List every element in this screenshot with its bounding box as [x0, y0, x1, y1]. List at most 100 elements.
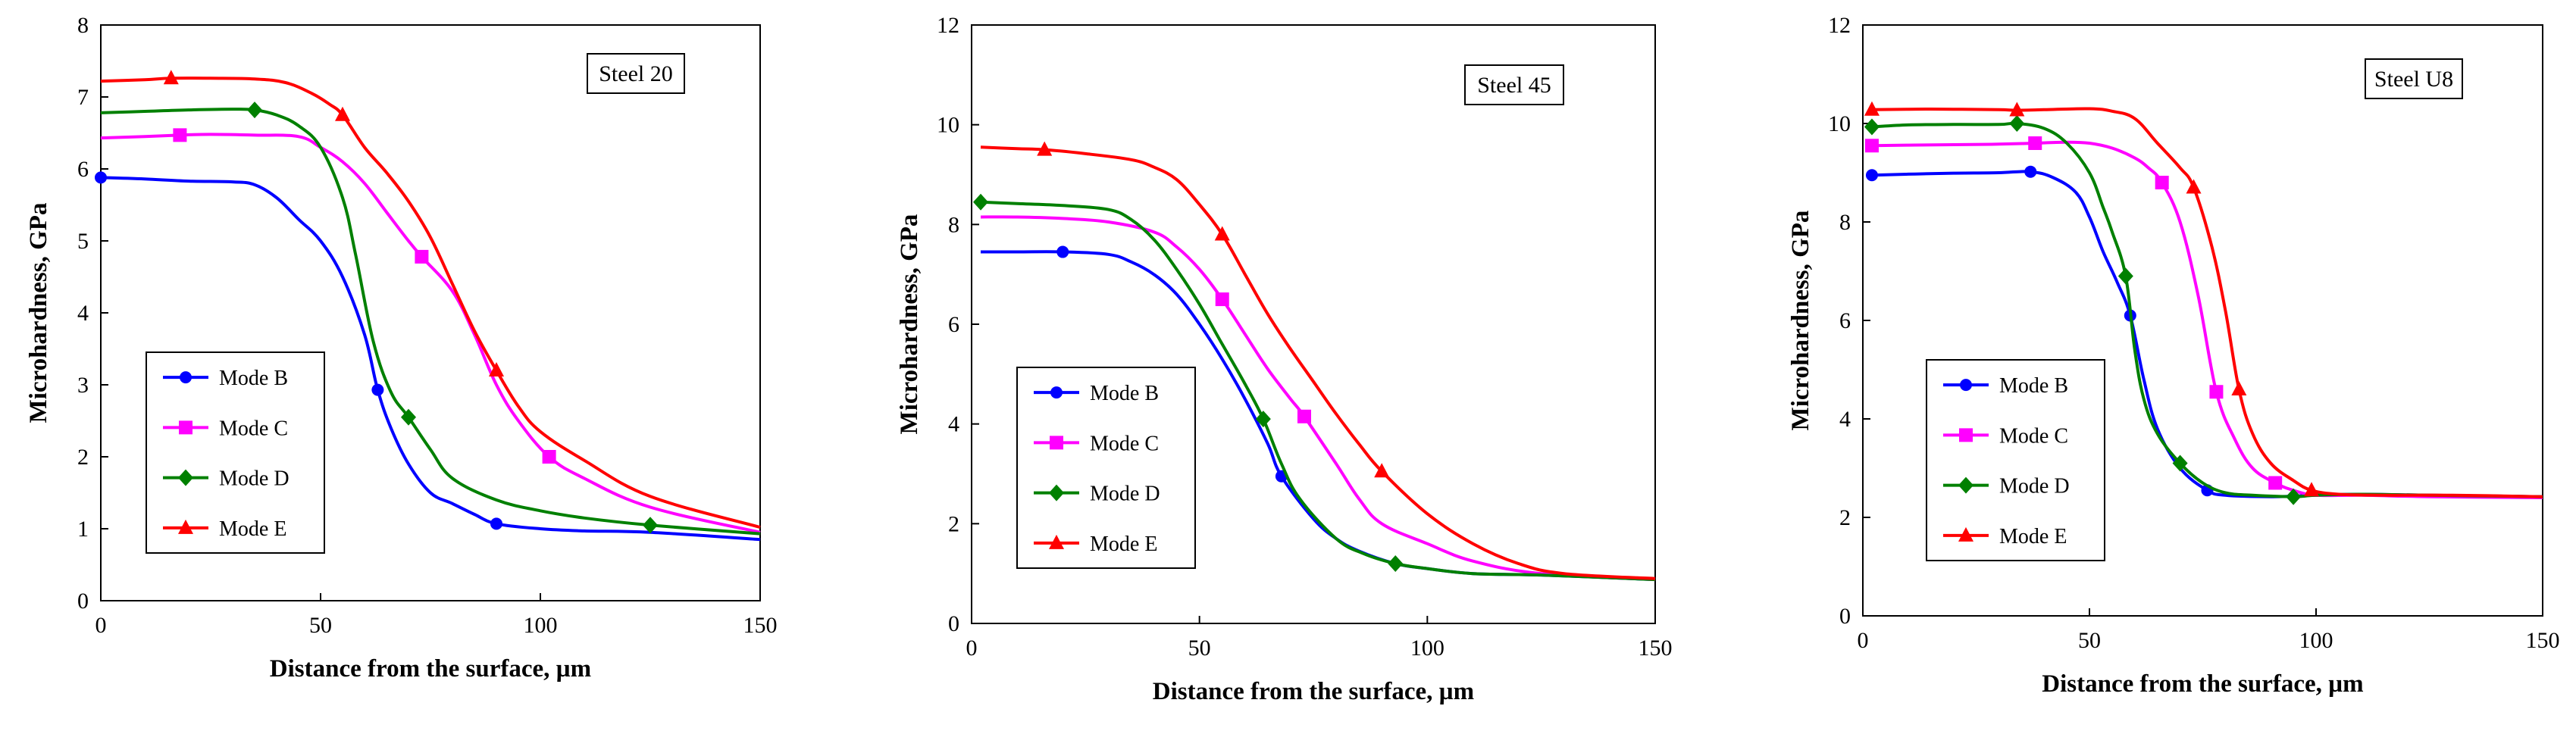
y-tick-label: 0 [948, 611, 959, 636]
y-axis-title: Microhardness, GPa [1787, 211, 1814, 431]
legend-entry-label: Mode B [219, 367, 288, 390]
series-mode-d [100, 102, 761, 536]
data-point-marker [1388, 555, 1404, 572]
series-mode-e [1864, 101, 2543, 498]
legend-swatch-marker [179, 420, 192, 435]
y-tick-label: 12 [937, 13, 959, 38]
data-point-marker [1865, 169, 1878, 182]
chart-panel-2: 0 2 4 6 8 10 12 0 50 100 150 Distance from the surf… [896, 13, 1673, 705]
series-line [100, 176, 761, 542]
chart-panel-3: 0 2 4 6 8 10 12 0 50 100 150 Distance from the surf… [1787, 13, 2560, 698]
data-point-marker [415, 249, 429, 264]
legend-box [1016, 367, 1196, 569]
series-mode-e [100, 70, 761, 530]
y-tick-label: 8 [77, 13, 89, 38]
legend: Mode B Mode C Mode D Mode E [1016, 367, 1196, 569]
data-point-marker [1056, 245, 1069, 258]
legend-swatch-marker [1050, 386, 1063, 399]
legend-box [1926, 359, 2105, 561]
y-tick-label: 8 [1839, 210, 1851, 235]
series-mode-c [100, 128, 761, 534]
y-tick-label: 0 [77, 589, 89, 614]
y-tick-label: 2 [1839, 505, 1851, 530]
legend-swatch-marker [178, 469, 193, 486]
x-tick-label: 100 [2299, 628, 2333, 653]
data-point-marker [2231, 381, 2247, 395]
y-tick-label: 10 [1828, 111, 1851, 136]
legend-swatch-marker [1049, 534, 1064, 549]
data-point-marker [973, 193, 989, 211]
data-point-marker [95, 171, 107, 184]
data-point-marker [542, 450, 556, 464]
data-point-marker [1374, 463, 1390, 478]
y-tick-label: 8 [948, 212, 959, 237]
data-point-marker [2286, 488, 2302, 505]
y-tick-label: 0 [1839, 604, 1851, 629]
data-point-marker [2024, 165, 2037, 178]
data-point-marker [401, 408, 416, 426]
legend-swatch-marker [1050, 436, 1063, 450]
steel-grade-label: Steel 20 [599, 61, 673, 86]
x-tick-label: 150 [743, 613, 778, 638]
data-point-marker [2028, 136, 2042, 150]
data-point-marker [1215, 292, 1229, 307]
legend-box [146, 351, 325, 554]
legend: Mode B Mode C Mode D Mode E [1926, 359, 2105, 561]
legend-swatch-marker [1049, 484, 1064, 501]
data-point-marker [2268, 476, 2283, 490]
data-point-marker [1214, 226, 1230, 241]
data-point-marker [163, 70, 179, 85]
y-tick-label: 4 [948, 412, 959, 437]
legend-entry-label: Mode D [1090, 483, 1160, 506]
series-mode-c [980, 215, 1656, 582]
legend-entry-label: Mode D [1999, 475, 2070, 498]
x-axis-title: Distance from the surface, µm [270, 655, 591, 683]
y-tick-label: 6 [948, 312, 959, 337]
y-tick-label: 2 [77, 445, 89, 470]
legend-swatch-marker [178, 519, 193, 534]
y-axis-title: Microhardness, GPa [896, 214, 923, 435]
data-point-marker [1864, 118, 1880, 136]
data-point-marker [247, 102, 262, 119]
data-point-marker [1255, 411, 1271, 428]
x-tick-label: 150 [2526, 628, 2560, 653]
legend-swatch-marker [1958, 476, 1973, 494]
y-tick-label: 2 [948, 511, 959, 536]
legend-swatch-marker [1959, 428, 1973, 442]
data-point-marker [335, 106, 350, 121]
steel-grade-box [1464, 64, 1564, 105]
x-axis-title: Distance from the surface, µm [2042, 670, 2363, 698]
legend-entry-label: Mode E [1090, 533, 1157, 556]
x-tick-label: 0 [966, 636, 978, 661]
legend-swatch-marker [1960, 379, 1972, 392]
data-point-marker [490, 517, 502, 530]
legend-entry-label: Mode C [219, 417, 288, 440]
data-point-marker [1864, 139, 1879, 153]
data-point-marker [2186, 179, 2202, 194]
x-tick-label: 0 [1858, 628, 1869, 653]
data-point-marker [489, 362, 504, 376]
series-mode-e [980, 141, 1656, 580]
series-line [100, 77, 761, 530]
y-tick-label: 6 [1839, 308, 1851, 333]
legend-entry-label: Mode C [1999, 424, 2068, 448]
x-tick-label: 150 [1639, 636, 1673, 661]
y-tick-label: 4 [77, 301, 89, 326]
y-tick-label: 3 [77, 373, 89, 398]
y-tick-label: 6 [77, 157, 89, 182]
steel-grade-label: Steel 45 [1477, 73, 1551, 98]
x-axis-title: Distance from the surface, µm [1153, 678, 1474, 705]
steel-grade-box [2365, 58, 2463, 99]
data-point-marker [371, 383, 384, 396]
data-point-marker [2117, 267, 2133, 285]
data-point-marker [2009, 115, 2025, 132]
data-point-marker [2209, 385, 2224, 399]
x-tick-label: 50 [2078, 628, 2101, 653]
legend-entry-label: Mode E [1999, 525, 2067, 548]
series-line [100, 133, 761, 534]
data-point-marker [1037, 141, 1053, 156]
x-tick-label: 100 [524, 613, 558, 638]
